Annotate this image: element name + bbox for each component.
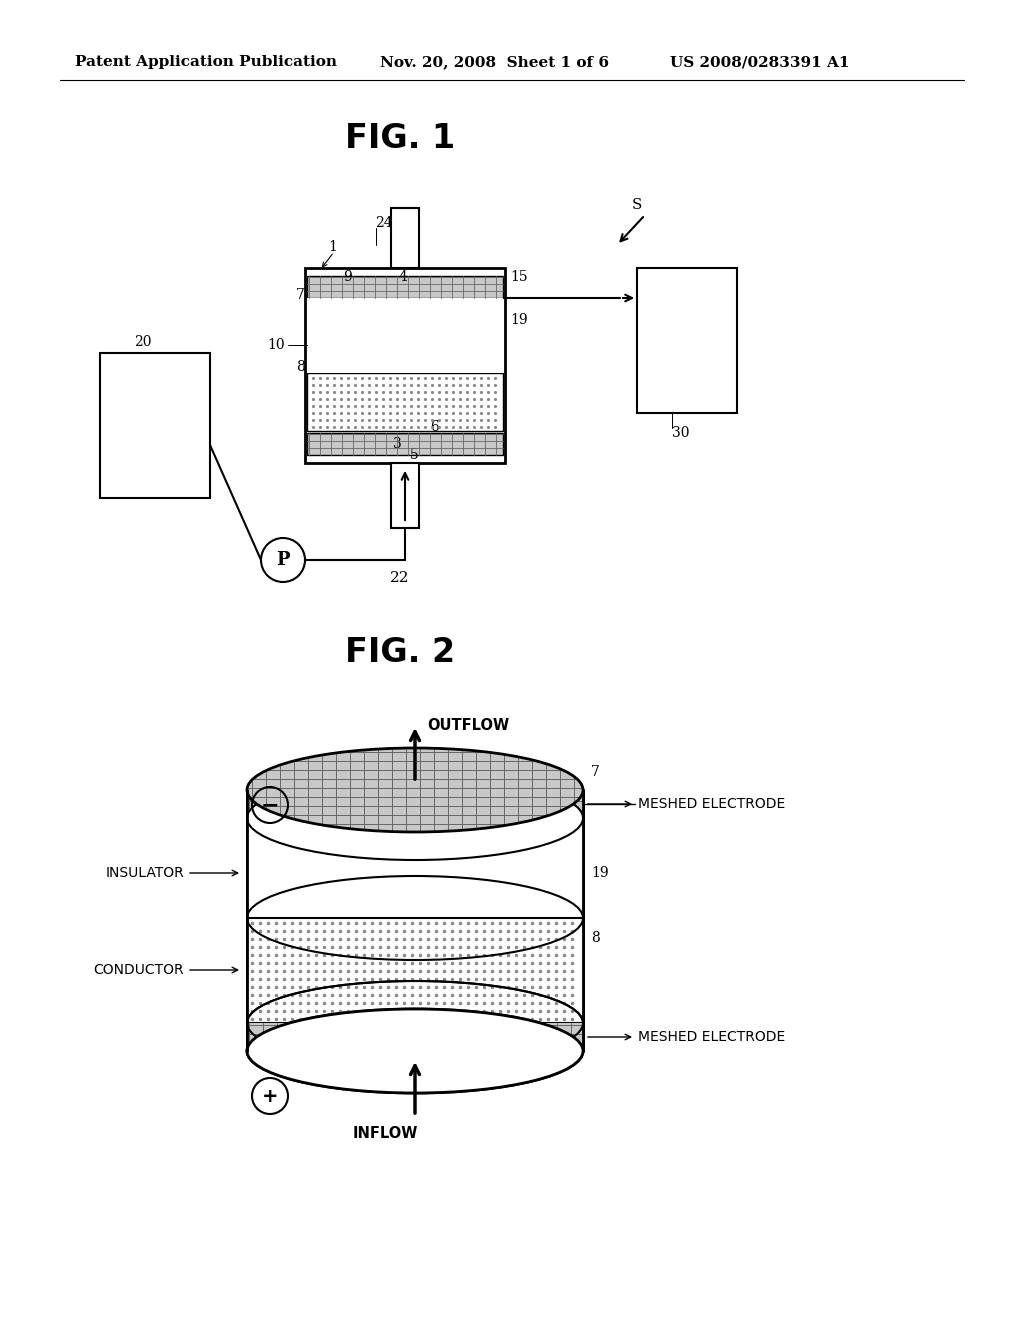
Text: S: S: [632, 198, 642, 213]
Text: US 2008/0283391 A1: US 2008/0283391 A1: [670, 55, 850, 69]
Text: FIG. 1: FIG. 1: [345, 121, 455, 154]
Text: 3: 3: [393, 437, 401, 451]
Bar: [637, 268, 737, 413]
Bar: [391, 209, 419, 268]
Text: INFLOW: INFLOW: [352, 1126, 418, 1142]
Text: MESHED ELECTRODE: MESHED ELECTRODE: [638, 797, 785, 810]
Text: 19: 19: [510, 313, 527, 327]
Text: 8: 8: [591, 931, 600, 945]
Text: 9: 9: [343, 271, 352, 284]
Text: 6: 6: [445, 1064, 454, 1078]
Text: 10: 10: [267, 338, 285, 352]
Text: 7: 7: [296, 288, 305, 302]
Text: CONDUCTOR: CONDUCTOR: [93, 964, 184, 977]
Text: +: +: [262, 1086, 279, 1106]
Text: FIG. 2: FIG. 2: [345, 636, 455, 669]
Polygon shape: [247, 1023, 583, 1051]
Text: 22: 22: [390, 572, 410, 585]
Text: 7: 7: [591, 766, 600, 779]
Text: Patent Application Publication: Patent Application Publication: [75, 55, 337, 69]
Ellipse shape: [247, 776, 583, 861]
Bar: [307, 374, 503, 432]
Text: Nov. 20, 2008  Sheet 1 of 6: Nov. 20, 2008 Sheet 1 of 6: [380, 55, 609, 69]
Polygon shape: [247, 789, 583, 818]
Text: 20: 20: [134, 335, 152, 348]
Polygon shape: [247, 818, 583, 917]
Text: 6: 6: [430, 420, 438, 434]
Text: 19: 19: [591, 866, 608, 880]
Ellipse shape: [247, 1008, 583, 1093]
Text: INSULATOR: INSULATOR: [105, 866, 184, 880]
Text: 30: 30: [672, 426, 689, 440]
Bar: [307, 276, 503, 298]
Text: 24: 24: [375, 216, 392, 230]
Text: 15: 15: [510, 271, 527, 284]
Bar: [307, 433, 503, 455]
Text: OUTFLOW: OUTFLOW: [427, 718, 509, 733]
Bar: [305, 268, 505, 463]
Ellipse shape: [247, 1008, 583, 1093]
Text: 5: 5: [410, 447, 419, 462]
Text: P: P: [276, 550, 290, 569]
Polygon shape: [247, 917, 583, 1023]
Text: 8: 8: [296, 360, 305, 374]
Bar: [100, 352, 210, 498]
Text: 1: 1: [328, 240, 337, 253]
Text: MESHED ELECTRODE: MESHED ELECTRODE: [638, 1030, 785, 1044]
Bar: [307, 298, 503, 374]
Text: 4: 4: [399, 271, 408, 284]
Bar: [391, 463, 419, 528]
Ellipse shape: [247, 748, 583, 832]
Text: −: −: [261, 795, 280, 814]
